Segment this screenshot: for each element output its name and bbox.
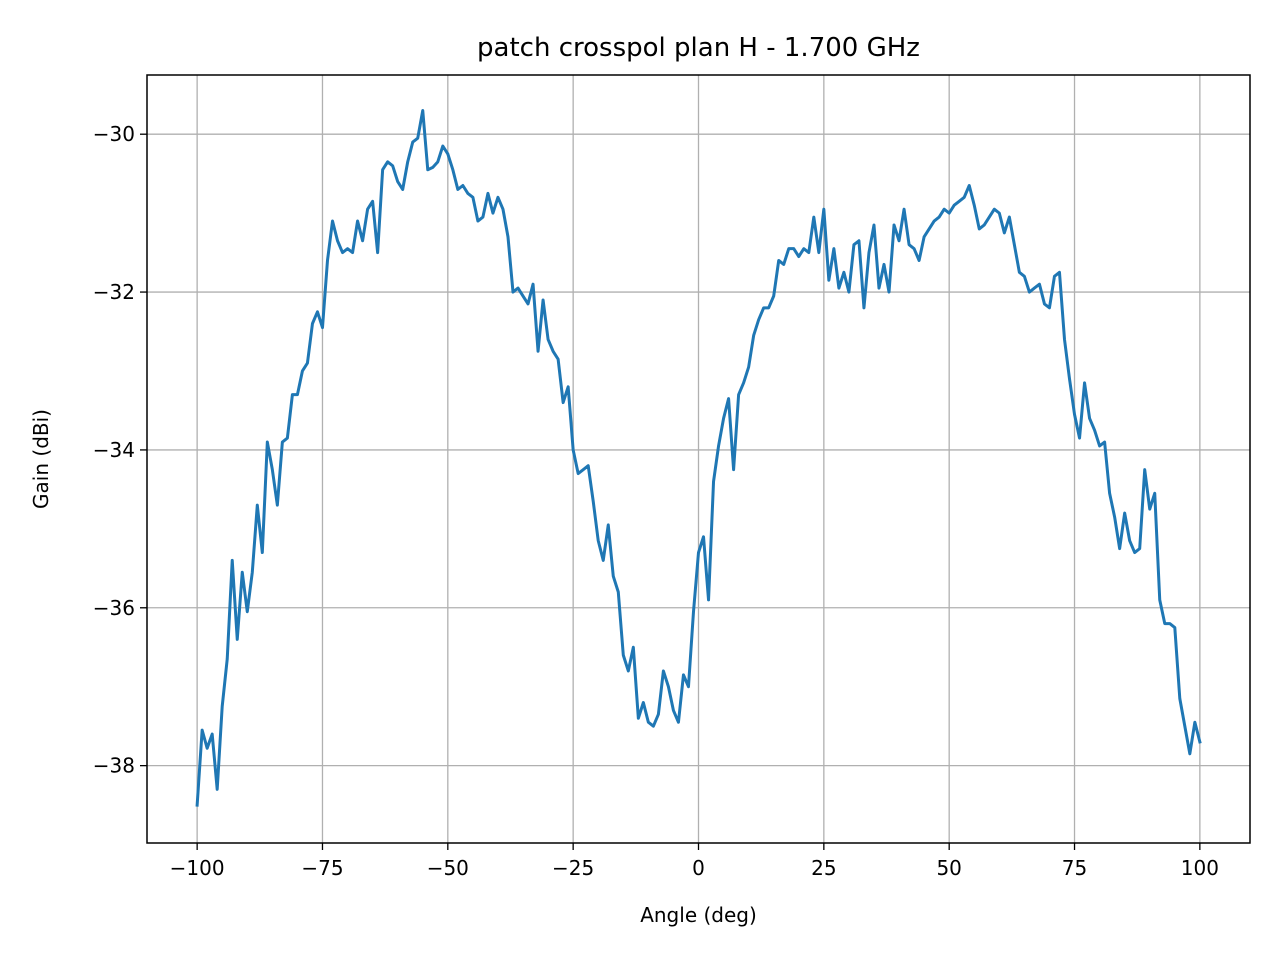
x-axis-label: Angle (deg) <box>640 903 757 927</box>
y-tick-label: −30 <box>93 122 135 146</box>
ticks: −100 −75 −50 −25 0 25 50 75 100 −38 −36 −34 −32 −30 <box>93 122 1219 880</box>
x-tick-label: 75 <box>1062 856 1087 880</box>
x-tick-label: −75 <box>301 856 343 880</box>
y-tick-label: −34 <box>93 438 135 462</box>
y-tick-label: −38 <box>93 754 135 778</box>
x-tick-label: 25 <box>811 856 836 880</box>
x-tick-label: −25 <box>552 856 594 880</box>
x-tick-label: −50 <box>427 856 469 880</box>
x-tick-label: 50 <box>936 856 961 880</box>
x-tick-label: 100 <box>1181 856 1219 880</box>
chart-title: patch crosspol plan H - 1.700 GHz <box>477 33 920 63</box>
x-tick-label: 0 <box>692 856 705 880</box>
x-tick-label: −100 <box>170 856 225 880</box>
y-tick-label: −36 <box>93 596 135 620</box>
y-tick-label: −32 <box>93 280 135 304</box>
grid <box>147 75 1250 843</box>
series-layer <box>195 109 1202 807</box>
y-axis-label: Gain (dBi) <box>29 409 53 509</box>
series-line <box>195 109 1202 807</box>
